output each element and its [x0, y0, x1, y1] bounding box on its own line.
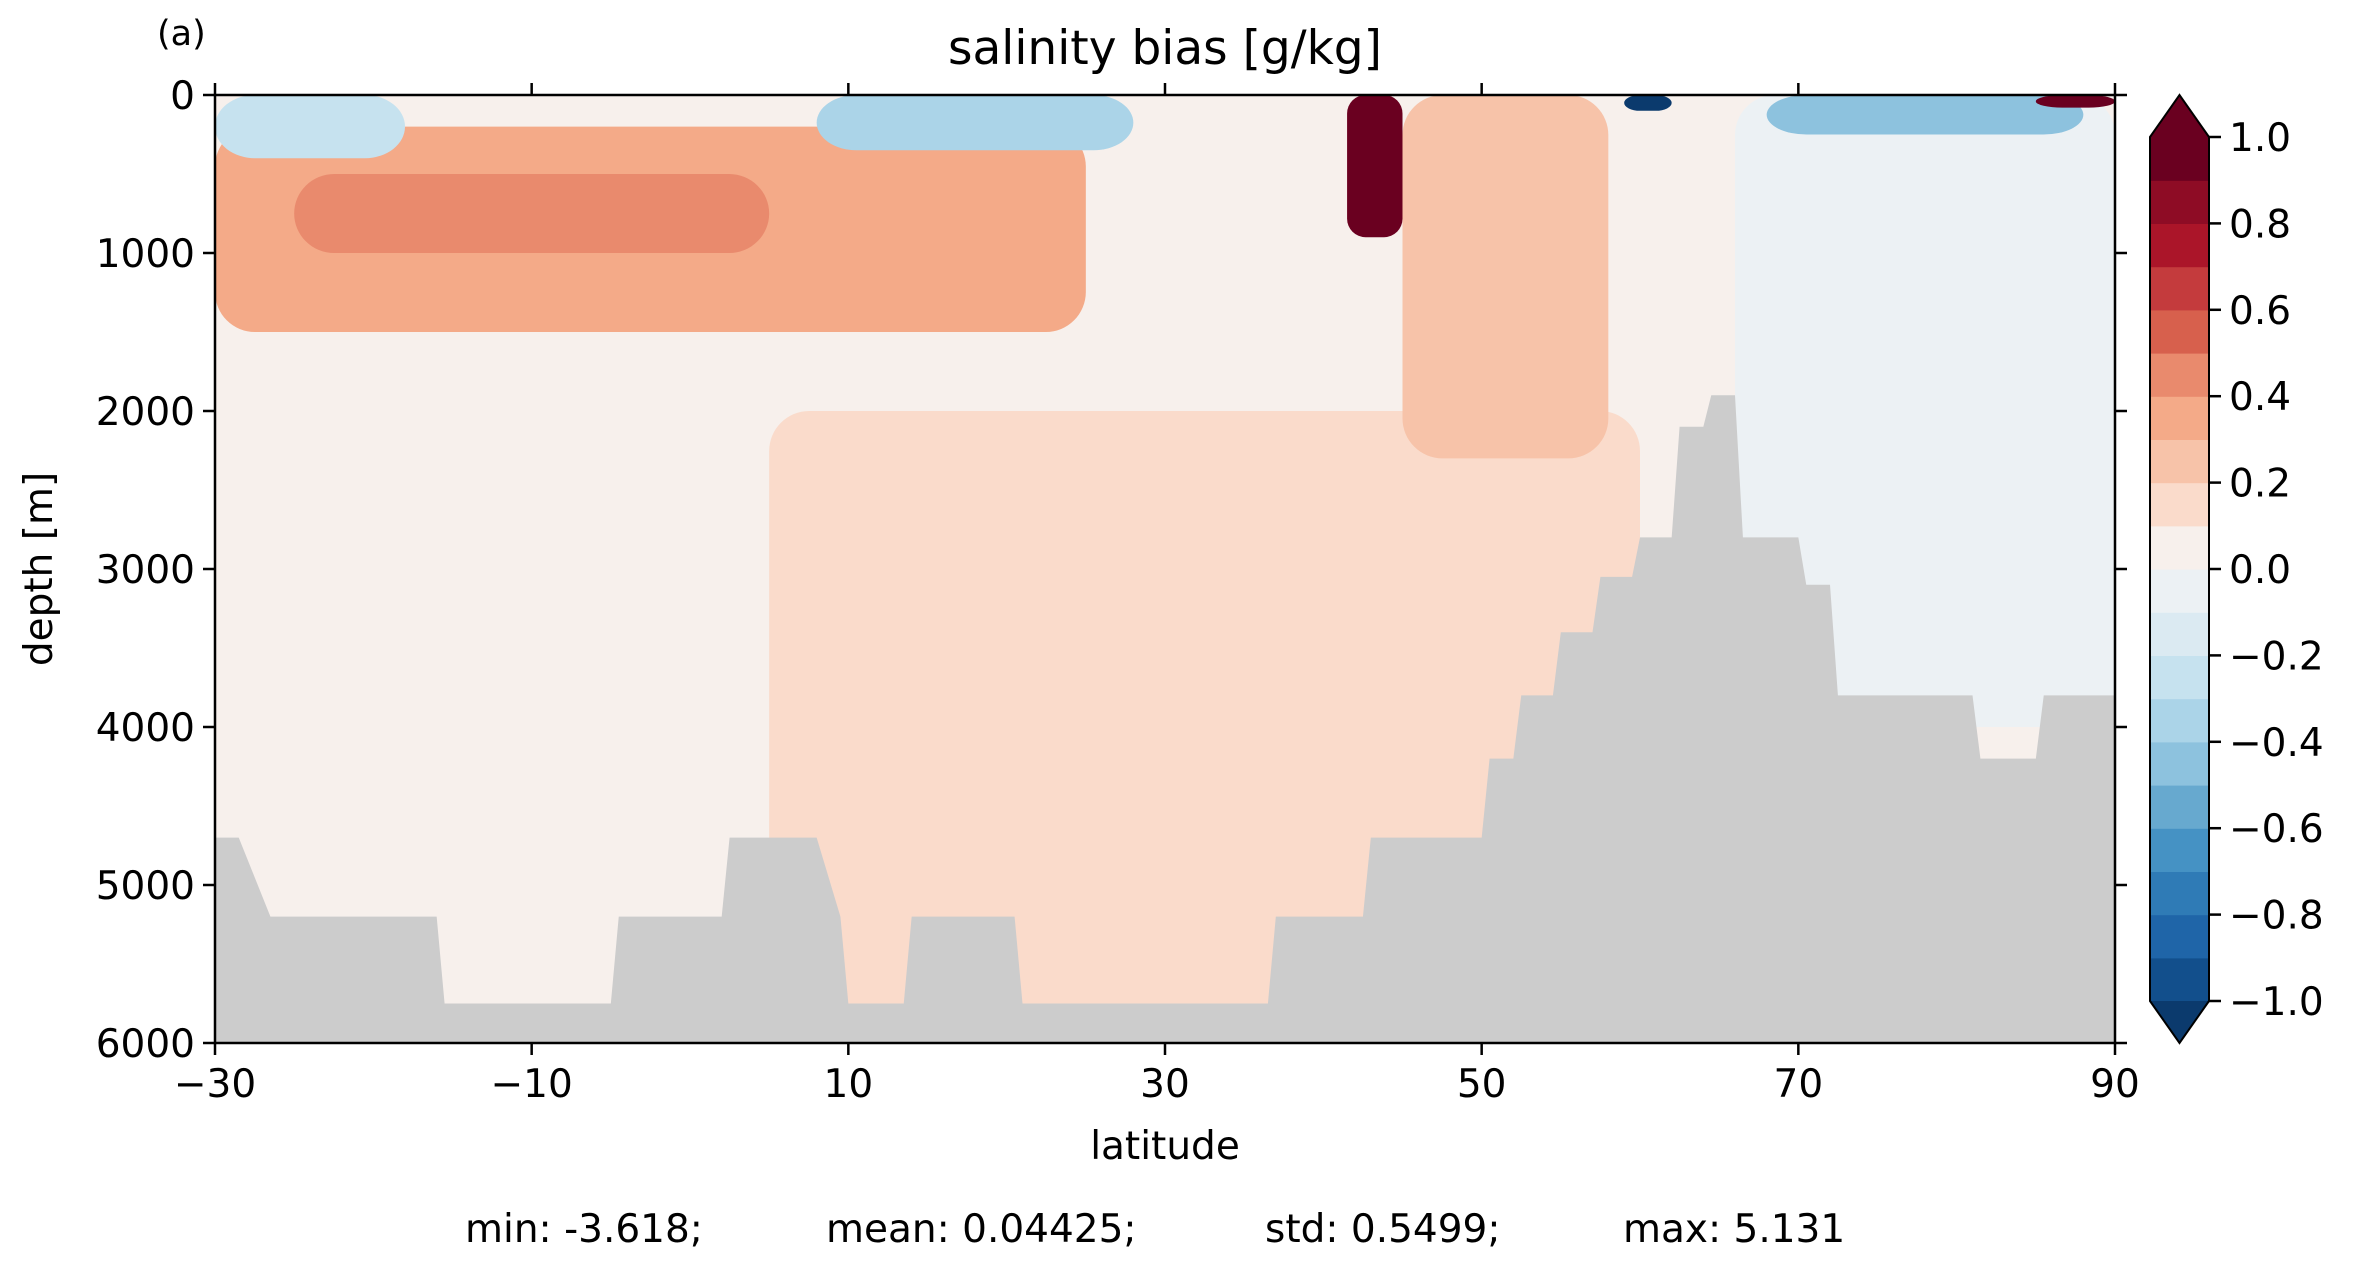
- colorbar-bin: [2150, 957, 2209, 1002]
- colorbar-bin: [2150, 655, 2209, 700]
- plot-area: [215, 95, 2115, 1043]
- colorbar-tick-label: −0.8: [2229, 894, 2324, 939]
- colorbar-bin: [2150, 785, 2209, 829]
- x-tick-label: 70: [1774, 1062, 1824, 1107]
- y-tick-label: 5000: [96, 864, 195, 909]
- x-tick-label: 30: [1140, 1062, 1190, 1107]
- colorbar-bin: [2150, 180, 2209, 224]
- field-feature: [215, 95, 405, 159]
- colorbar-bin: [2150, 569, 2209, 613]
- colorbar-bin: [2150, 698, 2209, 743]
- stats-std: std: 0.5499;: [1265, 1207, 1501, 1252]
- x-tick-label: −30: [174, 1062, 256, 1107]
- colorbar-tick-label: −0.6: [2229, 807, 2324, 852]
- colorbar-tick-label: −1.0: [2229, 980, 2324, 1025]
- colorbar-bin: [2150, 396, 2209, 440]
- chart-title: salinity bias [g/kg]: [948, 21, 1382, 76]
- colorbar-bin: [2150, 612, 2209, 656]
- field-feature: [1347, 95, 1403, 238]
- field-feature: [294, 174, 770, 253]
- colorbar-tick-label: −0.2: [2229, 634, 2324, 679]
- colorbar-bin: [2150, 828, 2209, 872]
- colorbar-bin: [2150, 309, 2209, 354]
- colorbar-bin: [2150, 871, 2209, 916]
- x-tick-label: 90: [2090, 1062, 2140, 1107]
- x-tick-label: 10: [824, 1062, 874, 1107]
- colorbar-bin: [2150, 137, 2209, 181]
- y-axis: 0 1000 2000 3000 4000 5000 6000: [96, 74, 2127, 1067]
- field-feature: [816, 95, 1134, 151]
- y-tick-label: 3000: [96, 548, 195, 593]
- colorbar-tick-label: 0.8: [2229, 202, 2291, 247]
- field-feature: [1766, 95, 2084, 135]
- stats-mean: mean: 0.04425;: [826, 1207, 1137, 1252]
- x-tick-label: −10: [491, 1062, 573, 1107]
- x-axis: −30 −10 10 30 50 70 90: [174, 83, 2140, 1107]
- stats-min: min: -3.618;: [465, 1207, 703, 1252]
- field-feature: [1624, 95, 1672, 111]
- colorbar-bin: [2150, 482, 2209, 527]
- y-tick-label: 6000: [96, 1022, 195, 1067]
- colorbar-bin: [2150, 439, 2209, 484]
- colorbar: 1.0 0.8 0.6 0.4 0.2 0.0 −0.2 −0.4 −0.6 −0.8 −1.0: [2149, 93, 2324, 1045]
- colorbar-bin: [2150, 353, 2209, 397]
- colorbar-bin: [2150, 914, 2209, 959]
- colorbar-extend-high: [2150, 95, 2209, 137]
- panel-label: (a): [157, 14, 206, 54]
- y-tick-label: 1000: [96, 232, 195, 277]
- field-feature: [2035, 95, 2115, 108]
- x-tick-label: 50: [1457, 1062, 1507, 1107]
- colorbar-extend-low: [2150, 1001, 2209, 1043]
- colorbar-bin: [2150, 741, 2209, 786]
- y-tick-label: 2000: [96, 390, 195, 435]
- colorbar-tick-label: 1.0: [2229, 116, 2291, 161]
- bathymetry-land: [215, 395, 2115, 1043]
- colorbar-tick-label: 0.2: [2229, 462, 2291, 507]
- colorbar-bin: [2150, 266, 2209, 311]
- field-feature: [1402, 95, 1609, 459]
- y-tick-label: 4000: [96, 706, 195, 751]
- colorbar-tick-label: 0.0: [2229, 548, 2291, 593]
- stats-max: max: 5.131: [1623, 1207, 1845, 1252]
- colorbar-tick-label: 0.6: [2229, 289, 2291, 334]
- field-feature: [1735, 95, 2115, 727]
- colorbar-tick-label: 0.4: [2229, 375, 2291, 420]
- colorbar-bin: [2150, 223, 2209, 268]
- y-tick-label: 0: [170, 74, 195, 119]
- colorbar-tick-label: −0.4: [2229, 721, 2324, 766]
- y-axis-label: depth [m]: [17, 472, 62, 666]
- colorbar-bin: [2150, 525, 2209, 570]
- x-axis-label: latitude: [1090, 1124, 1240, 1169]
